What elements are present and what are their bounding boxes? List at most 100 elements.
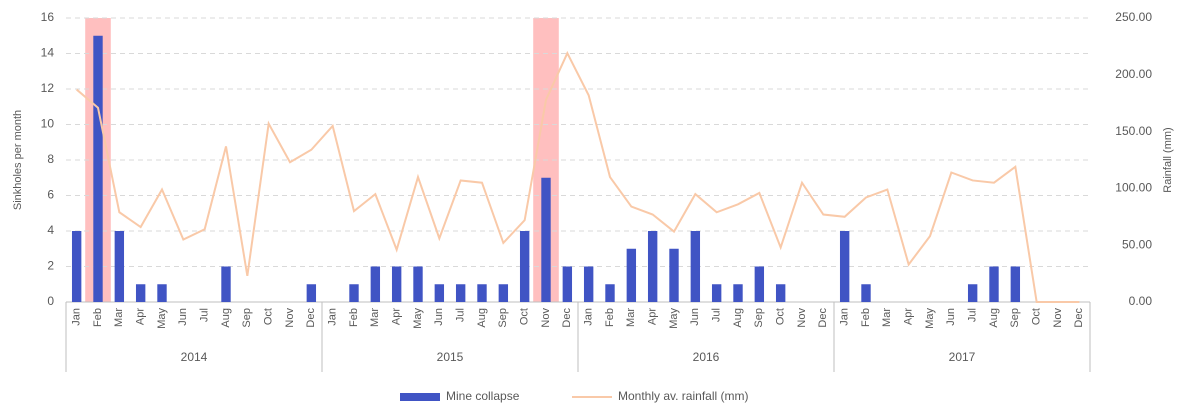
y2-tick-label: 200.00: [1115, 67, 1152, 81]
x-tick-label: Apr: [391, 308, 403, 325]
x-tick-label: Nov: [540, 308, 552, 328]
x-tick-label: Oct: [775, 308, 787, 325]
bar: [839, 231, 850, 302]
y2-tick-label: 0.00: [1129, 294, 1153, 308]
y2-tick-label: 150.00: [1115, 124, 1152, 138]
x-tick-label: Mar: [113, 308, 125, 327]
x-tick-label: Jun: [433, 308, 445, 326]
x-tick-label: Jul: [199, 308, 211, 322]
y-tick-label: 16: [41, 10, 55, 24]
bar: [711, 284, 722, 302]
bar: [498, 284, 509, 302]
y2-axis-title: Rainfall (mm): [1162, 127, 1174, 192]
x-tick-label: Mar: [881, 308, 893, 327]
x-tick-label: Nov: [284, 308, 296, 328]
bar: [647, 231, 658, 302]
x-tick-label: May: [668, 308, 680, 329]
bar: [669, 248, 679, 302]
x-tick-label: Feb: [348, 308, 360, 327]
bar: [775, 284, 786, 302]
bar: [434, 284, 445, 302]
y-tick-label: 8: [47, 152, 54, 166]
x-tick-label: Dec: [561, 308, 573, 328]
legend-swatch: [400, 393, 440, 401]
y-axis-title: Sinkholes per month: [12, 110, 24, 210]
bar: [221, 266, 231, 302]
y-tick-label: 4: [47, 223, 54, 237]
year-label: 2016: [693, 350, 720, 364]
y-tick-label: 12: [41, 81, 55, 95]
x-tick-label: Dec: [305, 308, 317, 328]
bar: [519, 231, 530, 302]
y-tick-label: 14: [41, 46, 55, 60]
bar: [626, 248, 637, 302]
bar: [989, 266, 999, 302]
y2-tick-label: 50.00: [1122, 237, 1152, 251]
bar: [306, 284, 317, 302]
bar: [754, 266, 765, 302]
x-tick-label: May: [924, 308, 936, 329]
bar: [562, 266, 573, 302]
x-tick-label: Sep: [1009, 308, 1021, 328]
year-label: 2017: [949, 350, 976, 364]
bar: [455, 284, 466, 302]
x-tick-label: Nov: [1052, 308, 1064, 328]
x-tick-label: Jun: [177, 308, 189, 326]
x-tick-label: Apr: [647, 308, 659, 325]
x-tick-label: Sep: [241, 308, 253, 328]
x-tick-label: Jun: [689, 308, 701, 326]
bar: [391, 266, 402, 302]
y-tick-label: 0: [47, 294, 54, 308]
x-tick-label: Jul: [455, 308, 467, 322]
x-tick-label: Oct: [519, 308, 531, 325]
x-tick-label: Aug: [732, 308, 744, 328]
x-tick-label: Jul: [967, 308, 979, 322]
x-tick-label: Feb: [860, 308, 872, 327]
x-tick-label: May: [412, 308, 424, 329]
bar: [1010, 266, 1021, 302]
bar: [605, 284, 615, 302]
line: [76, 50, 1080, 303]
bar: [413, 266, 423, 302]
bar: [93, 35, 103, 302]
x-tick-label: Jan: [583, 308, 595, 326]
year-label: 2015: [437, 350, 464, 364]
x-tick-label: Aug: [220, 308, 232, 328]
bar: [349, 284, 359, 302]
x-tick-label: Jan: [839, 308, 851, 326]
bar: [967, 284, 978, 302]
y-tick-label: 2: [47, 259, 54, 273]
y2-tick-label: 250.00: [1115, 10, 1152, 24]
bar: [477, 284, 487, 302]
x-tick-label: Jul: [711, 308, 723, 322]
bar: [583, 266, 594, 302]
bar: [861, 284, 871, 302]
bar: [690, 231, 701, 302]
y-tick-label: 10: [41, 117, 55, 131]
x-tick-label: May: [156, 308, 168, 329]
x-tick-label: Jan: [71, 308, 83, 326]
x-tick-label: Jun: [945, 308, 957, 326]
x-tick-label: Sep: [753, 308, 765, 328]
x-tick-label: Sep: [497, 308, 509, 328]
bar: [541, 177, 551, 302]
x-tick-label: Mar: [369, 308, 381, 327]
x-tick-label: Aug: [476, 308, 488, 328]
x-tick-label: Dec: [817, 308, 829, 328]
x-tick-label: Jan: [327, 308, 339, 326]
x-tick-label: Feb: [604, 308, 616, 327]
y2-tick-label: 100.00: [1115, 181, 1152, 195]
bar: [733, 284, 743, 302]
x-tick-label: Oct: [1031, 308, 1043, 325]
x-tick-label: Feb: [92, 308, 104, 327]
x-tick-label: Oct: [263, 308, 275, 325]
legend-label: Mine collapse: [446, 389, 520, 403]
x-tick-label: Nov: [796, 308, 808, 328]
x-tick-label: Mar: [625, 308, 637, 327]
x-tick-label: Apr: [903, 308, 915, 325]
bar: [114, 231, 125, 302]
legend-label: Monthly av. rainfall (mm): [618, 389, 748, 403]
bar: [135, 284, 146, 302]
